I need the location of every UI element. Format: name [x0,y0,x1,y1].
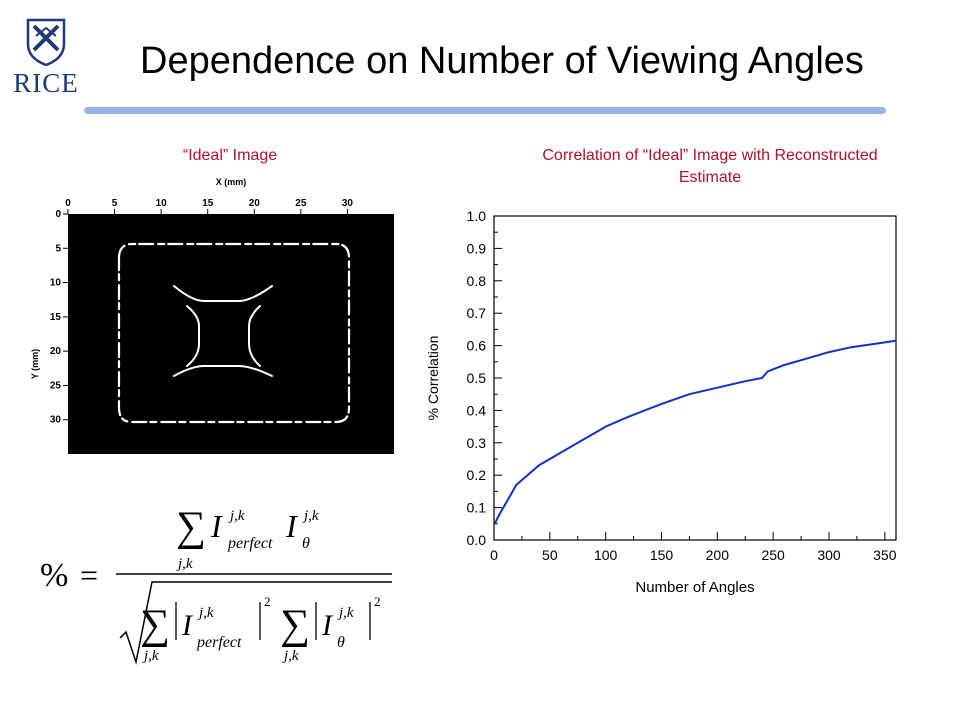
denominator-sum-1: ∑ [140,602,170,648]
denominator-var-2: I [321,609,334,642]
chart-x-tick-label: 0 [490,547,498,563]
chart-x-tick-label: 100 [594,547,618,563]
ideal-x-tick-label: 30 [342,198,354,209]
chart-plot-frame [493,215,897,541]
denominator-sum-2: ∑ [280,602,310,648]
correlation-chart: 0 50 100 150 200 250 300 350 0.0 0.1 0.2 0.3 0.4 0.5 0… [425,208,897,596]
chart-x-tick-label: 50 [542,547,558,563]
numerator-sum-index: j,k [176,556,193,572]
chart-y-tick-label: 0.8 [467,273,487,289]
ideal-x-axis-label: X (mm) [216,177,247,187]
chart-y-tick-label: 0.9 [467,240,487,256]
ideal-x-tick-label: 25 [295,198,307,209]
correlation-chart-title: Correlation of “Ideal” Image with Recons… [542,147,878,186]
chart-y-tick-label: 0.2 [467,467,487,483]
ideal-x-tick-label: 0 [65,198,71,209]
numerator-var-2: I [285,508,298,544]
denominator-power-2: 2 [374,594,381,609]
correlation-series-line [494,339,897,525]
chart-y-tick-label: 0.0 [467,532,487,548]
ideal-y-tick-label: 5 [55,243,61,254]
formula-equals-sign: = [80,557,98,593]
ideal-y-tick-label: 0 [55,209,61,220]
chart-y-tick-label: 0.4 [467,402,487,418]
shield-icon [26,18,66,66]
ideal-x-tick-label: 20 [249,198,261,209]
chart-x-tick-label: 250 [761,547,785,563]
ideal-y-tick-label: 30 [50,415,62,426]
formula-percent-sign: % [40,557,68,594]
chart-y-tick-label: 1.0 [467,208,487,224]
ideal-inner-cross [173,285,273,377]
ideal-y-tick-label: 15 [50,312,62,323]
numerator-var-1: I [210,508,223,544]
chart-y-tick-label: 0.5 [467,370,487,386]
numerator-subscript-perfect: perfect [227,535,273,552]
slide-title: Dependence on Number of Viewing Angles [140,40,864,82]
denominator-sum-index-1: j,k [142,648,159,664]
chart-y-tick-label: 0.7 [467,305,487,321]
ideal-y-tick-label: 20 [50,346,62,357]
denominator-subscript-theta: θ [337,634,345,651]
numerator-sum-symbol: ∑ [176,504,206,550]
denominator-superscript-1: j,k [197,605,214,621]
denominator-subscript-perfect: perfect [196,634,242,651]
denominator-var-1: I [181,609,194,642]
title-divider [84,107,886,114]
ideal-y-tick-label: 10 [50,278,62,289]
chart-x-tick-label: 150 [650,547,674,563]
square-root-sign [119,581,392,665]
chart-y-tick-label: 0.1 [467,500,487,516]
ideal-outer-frame [117,242,351,424]
chart-x-tick-label: 200 [706,547,730,563]
correlation-formula: ∑ j,k I j,k perfect I j,k θ % = ∑ j,k I … [40,504,392,665]
denominator-power-1: 2 [264,594,271,609]
chart-x-tick-label: 300 [817,547,841,563]
chart-y-tick-label: 0.3 [467,435,487,451]
ideal-y-axis-label: Y (mm) [30,349,40,379]
chart-y-tick-label: 0.6 [467,338,487,354]
chart-x-tick-label: 350 [873,547,897,563]
chart-x-axis-label: Number of Angles [635,579,754,596]
ideal-x-tick-label: 10 [156,198,168,209]
ideal-y-tick-label: 25 [50,380,62,391]
numerator-subscript-theta: θ [302,535,310,552]
ideal-image-panel: X (mm) Y (mm) 0 5 10 15 20 25 30 0 5 10 15 20 25 30 [30,177,394,454]
denominator-superscript-2: j,k [337,605,354,621]
ideal-image-field [68,214,394,454]
ideal-x-tick-label: 15 [202,198,214,209]
denominator-sum-index-2: j,k [282,648,299,664]
ideal-x-tick-label: 5 [112,198,118,209]
numerator-superscript-2: j,k [302,508,319,524]
logo-wordmark: RICE [13,68,79,98]
rice-logo: RICE [10,18,82,98]
numerator-superscript-1: j,k [228,508,245,524]
ideal-image-caption: “Ideal” Image [182,147,278,164]
chart-y-axis-label: % Correlation [425,336,441,421]
